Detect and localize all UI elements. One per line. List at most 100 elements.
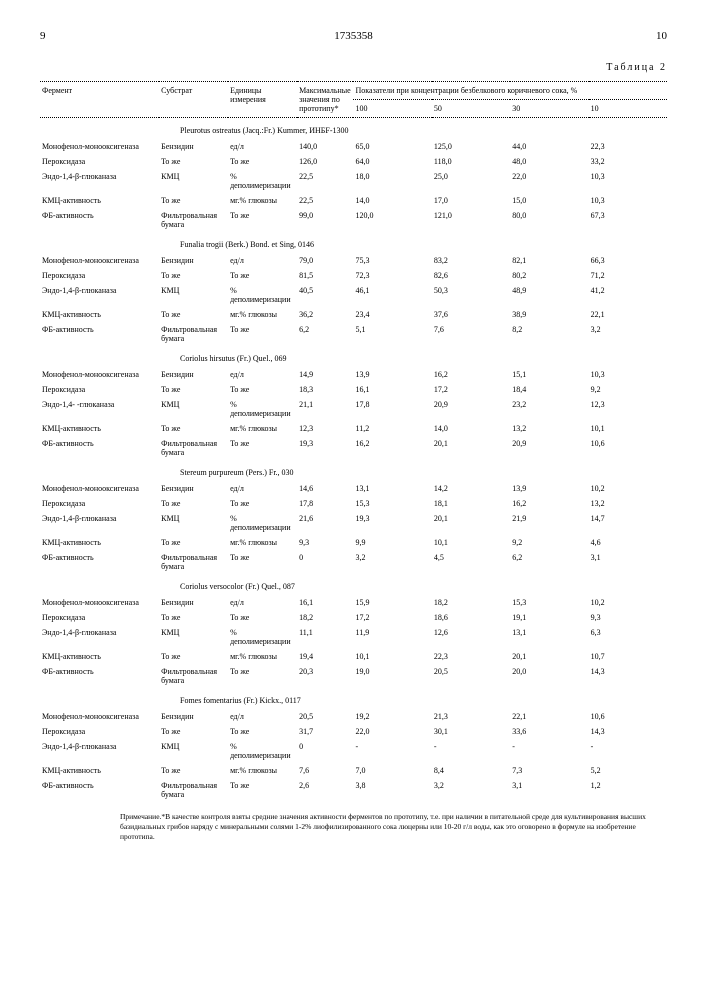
cell: 140,0 [297, 139, 353, 154]
table-row: ФБ-активностьФильтровальная бумагаТо же2… [40, 778, 667, 802]
table-row: Монофенол-монооксигеназаБензидинед/л16,1… [40, 595, 667, 610]
cell: 19,2 [353, 709, 431, 724]
cell: То же [228, 724, 297, 739]
section-title-row: Coriolus versocolor (Fr.) Quel., 087 [40, 574, 667, 595]
cell: 83,2 [432, 253, 510, 268]
cell: 36,2 [297, 307, 353, 322]
section-title: Coriolus hirsutus (Fr.) Quel., 069 [40, 346, 667, 367]
cell: 19,0 [353, 664, 431, 688]
section-title: Fomes fomentarius (Fr.) Kickx., 0117 [40, 688, 667, 709]
cell: 18,3 [297, 382, 353, 397]
table-row: Эндо-1,4- -глюканазаКМЦ% деполимеризации… [40, 397, 667, 421]
cell: 21,1 [297, 397, 353, 421]
cell: 126,0 [297, 154, 353, 169]
cell: 21,3 [432, 709, 510, 724]
cell: - [510, 739, 588, 763]
enzyme-table: Фермент Субстрат Единицы измерения Макси… [40, 81, 667, 802]
section-title-row: Pleurotus ostreatus (Jacq.:Fr.) Kummer, … [40, 118, 667, 140]
cell: 20,5 [297, 709, 353, 724]
cell: 12,3 [297, 421, 353, 436]
cell: 18,0 [353, 169, 431, 193]
cell: 10,2 [589, 595, 667, 610]
cell: 13,1 [353, 481, 431, 496]
cell: То же [159, 724, 228, 739]
page-num-right: 10 [458, 30, 667, 42]
cell: ФБ-активность [40, 322, 159, 346]
table-row: Эндо-1,4-β-глюканазаКМЦ% деполимеризации… [40, 625, 667, 649]
table-row: ФБ-активностьФильтровальная бумагаТо же2… [40, 664, 667, 688]
cell: 12,3 [589, 397, 667, 421]
table-head: Фермент Субстрат Единицы измерения Макси… [40, 82, 667, 118]
cell: То же [159, 307, 228, 322]
cell: Фильтровальная бумага [159, 322, 228, 346]
cell: мг.% глюкозы [228, 307, 297, 322]
cell: 5,1 [353, 322, 431, 346]
cell: То же [228, 154, 297, 169]
cell: То же [228, 268, 297, 283]
cell: ед/л [228, 481, 297, 496]
cell: То же [228, 436, 297, 460]
cell: мг.% глюкозы [228, 649, 297, 664]
cell: мг.% глюкозы [228, 193, 297, 208]
col-unit: Единицы измерения [228, 82, 297, 118]
cell: 20,3 [297, 664, 353, 688]
cell: 25,0 [432, 169, 510, 193]
cell: 22,0 [353, 724, 431, 739]
cell: 15,0 [510, 193, 588, 208]
table-row: Эндо-1,4-β-глюканазаКМЦ% деполимеризации… [40, 169, 667, 193]
section-title: Pleurotus ostreatus (Jacq.:Fr.) Kummer, … [40, 118, 667, 140]
table-row: ПероксидазаТо жеТо же31,722,030,133,614,… [40, 724, 667, 739]
cell: ед/л [228, 709, 297, 724]
cell: % деполимеризации [228, 397, 297, 421]
cell: 11,1 [297, 625, 353, 649]
cell: Бензидин [159, 595, 228, 610]
cell: 22,1 [510, 709, 588, 724]
cell: Бензидин [159, 481, 228, 496]
cell: 17,8 [297, 496, 353, 511]
cell: 18,1 [432, 496, 510, 511]
table-row: КМЦ-активностьТо жемг.% глюкозы22,514,01… [40, 193, 667, 208]
cell: Пероксидаза [40, 268, 159, 283]
cell: 4,5 [432, 550, 510, 574]
cell: 21,9 [510, 511, 588, 535]
cell: ФБ-активность [40, 436, 159, 460]
section-title-row: Stereum purpureum (Pers.) Fr., 030 [40, 460, 667, 481]
cell: То же [159, 421, 228, 436]
cell: Фильтровальная бумага [159, 208, 228, 232]
cell: Пероксидаза [40, 382, 159, 397]
cell: 6,2 [297, 322, 353, 346]
cell: Фильтровальная бумага [159, 436, 228, 460]
cell: 81,5 [297, 268, 353, 283]
cell: 9,3 [297, 535, 353, 550]
col-100: 100 [353, 100, 431, 118]
cell: 15,1 [510, 367, 588, 382]
cell: 19,4 [297, 649, 353, 664]
section-title-row: Funalia trogii (Berk.) Bond. et Sing, 01… [40, 232, 667, 253]
section-title-row: Coriolus hirsutus (Fr.) Quel., 069 [40, 346, 667, 367]
cell: ФБ-активность [40, 778, 159, 802]
cell: % деполимеризации [228, 283, 297, 307]
cell: То же [228, 382, 297, 397]
col-30: 30 [510, 100, 588, 118]
cell: КМЦ-активность [40, 421, 159, 436]
cell: То же [159, 649, 228, 664]
cell: 2,6 [297, 778, 353, 802]
cell: Эндо-1,4-β-глюканаза [40, 511, 159, 535]
cell: Эндо-1,4- -глюканаза [40, 397, 159, 421]
cell: 22,3 [589, 139, 667, 154]
cell: Фильтровальная бумага [159, 664, 228, 688]
cell: 17,2 [353, 610, 431, 625]
cell: КМЦ-активность [40, 307, 159, 322]
cell: 22,5 [297, 193, 353, 208]
cell: 15,3 [510, 595, 588, 610]
table-row: ПероксидазаТо жеТо же18,316,117,218,49,2 [40, 382, 667, 397]
cell: 9,2 [510, 535, 588, 550]
col-max: Максимальные значения по прототипу* [297, 82, 353, 118]
cell: Бензидин [159, 367, 228, 382]
cell: 11,2 [353, 421, 431, 436]
table-row: КМЦ-активностьТо жемг.% глюкозы7,67,08,4… [40, 763, 667, 778]
section-title-row: Fomes fomentarius (Fr.) Kickx., 0117 [40, 688, 667, 709]
cell: - [432, 739, 510, 763]
cell: 99,0 [297, 208, 353, 232]
cell: 79,0 [297, 253, 353, 268]
